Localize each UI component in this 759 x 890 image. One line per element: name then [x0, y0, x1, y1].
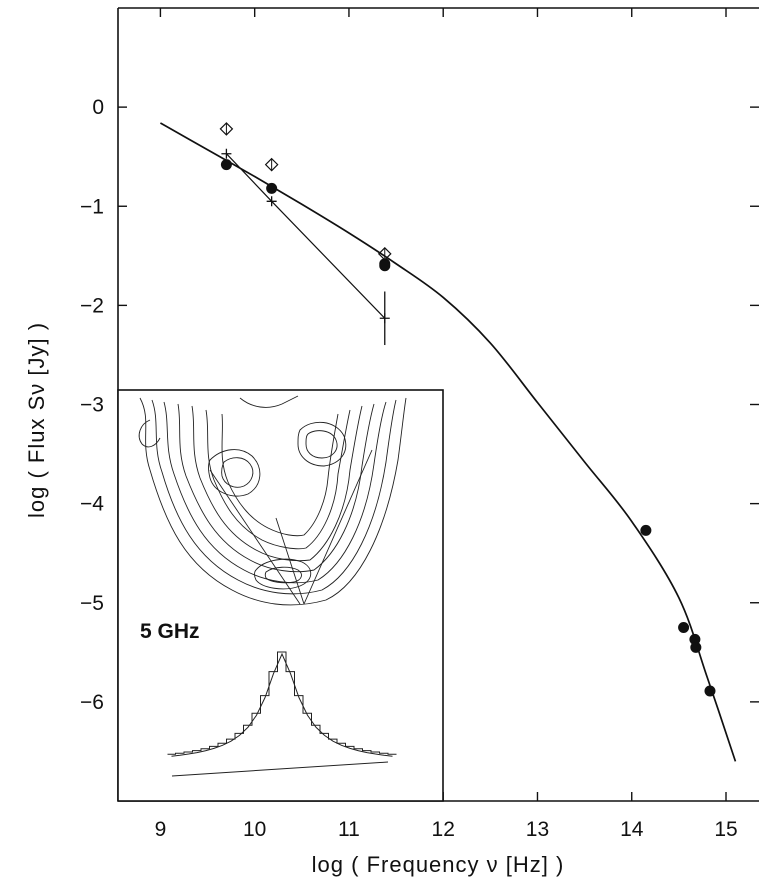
y-tick-label: −6 — [80, 691, 104, 714]
plus-marker — [266, 196, 277, 207]
data-point — [640, 524, 652, 536]
inset-profile — [167, 651, 397, 777]
x-tick-label: 14 — [620, 818, 644, 841]
y-tick-label: −2 — [80, 294, 104, 317]
fit-curve — [159, 122, 737, 762]
data-point — [678, 622, 690, 634]
x-tick-label: 13 — [526, 818, 549, 841]
diamond-marker — [377, 246, 392, 261]
inset-label: 5 GHz — [140, 620, 200, 643]
x-tick-label: 10 — [243, 818, 266, 841]
diamond-marker — [219, 122, 234, 136]
y-axis-title: log ( Flux Sν [Jy] ) — [24, 322, 49, 518]
profile-curve — [171, 652, 393, 757]
x-tick-label: 15 — [714, 818, 737, 841]
x-tick-label: 12 — [432, 818, 455, 841]
plus-marker — [221, 148, 232, 159]
series-layer — [159, 122, 737, 762]
x-axis: 9 10 11 12 13 14 15 — [155, 8, 738, 841]
diamond-marker — [264, 157, 279, 172]
x-tick-label: 9 — [155, 818, 167, 841]
y-tick-label: −4 — [80, 493, 104, 516]
x-tick-label: 11 — [338, 818, 360, 841]
data-point — [379, 260, 391, 272]
plus-series-line — [225, 153, 386, 319]
profile-steps — [167, 651, 397, 755]
y-tick-label: 0 — [92, 96, 104, 119]
contour-map — [138, 395, 407, 606]
y-tick-label: −1 — [80, 195, 104, 218]
inset-panel: 5 GHz — [117, 389, 444, 802]
y-tick-label: −3 — [80, 394, 104, 417]
x-axis-title: log ( Frequency ν [Hz] ) — [312, 852, 565, 877]
profile-baseline — [171, 761, 389, 777]
y-tick-label: −5 — [80, 592, 104, 615]
inset-frame — [117, 389, 444, 802]
